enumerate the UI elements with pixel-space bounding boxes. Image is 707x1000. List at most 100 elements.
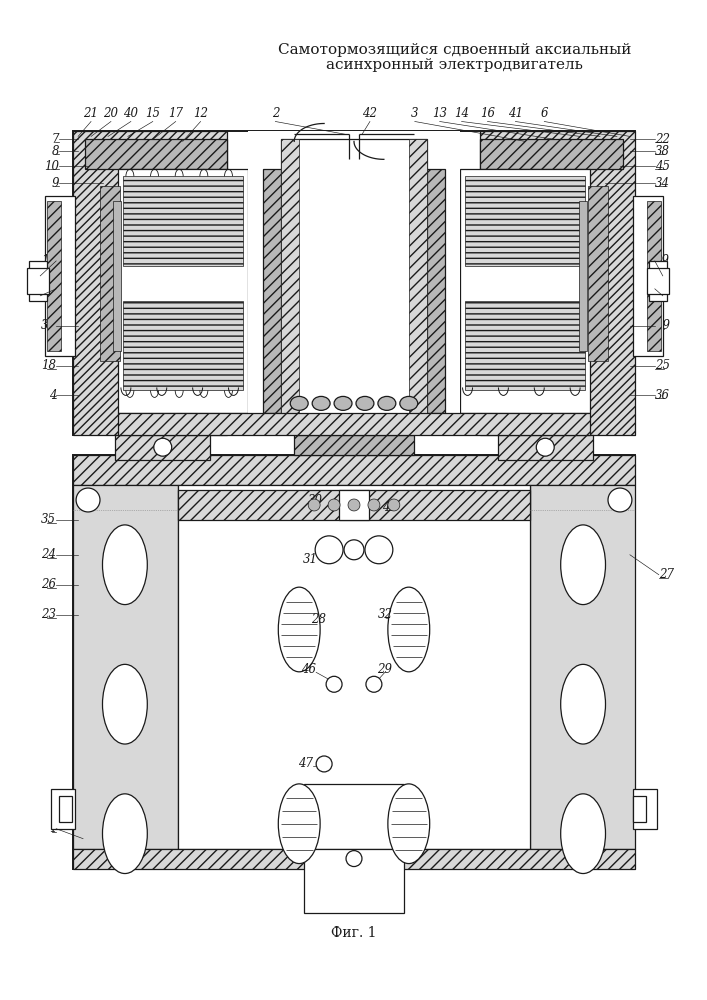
Bar xyxy=(73,131,228,435)
Bar xyxy=(177,490,530,520)
Ellipse shape xyxy=(388,784,430,864)
Circle shape xyxy=(537,438,554,456)
Ellipse shape xyxy=(334,396,352,410)
Bar xyxy=(281,139,427,425)
Text: 27: 27 xyxy=(659,568,674,581)
Bar xyxy=(29,261,47,301)
Text: 3: 3 xyxy=(411,107,419,120)
Text: 30: 30 xyxy=(308,493,322,506)
Text: 23: 23 xyxy=(41,608,56,621)
Text: 6: 6 xyxy=(540,107,548,120)
Text: 15: 15 xyxy=(146,107,160,120)
Bar xyxy=(304,849,404,913)
Text: Самотормозящийся сдвоенный аксиальный: Самотормозящийся сдвоенный аксиальный xyxy=(278,43,631,57)
Text: 4: 4 xyxy=(49,389,56,402)
Text: 10: 10 xyxy=(44,160,59,173)
Ellipse shape xyxy=(312,396,330,410)
Text: 47: 47 xyxy=(298,757,312,770)
Bar xyxy=(47,201,61,351)
Bar xyxy=(123,301,243,390)
Text: 43: 43 xyxy=(382,501,397,514)
Bar xyxy=(28,268,49,294)
Circle shape xyxy=(346,851,362,867)
Ellipse shape xyxy=(279,784,320,864)
Text: 21: 21 xyxy=(83,107,98,120)
Bar xyxy=(579,201,587,351)
Bar xyxy=(294,435,414,455)
Text: 14: 14 xyxy=(454,107,469,120)
Bar xyxy=(304,784,404,849)
Circle shape xyxy=(328,499,340,511)
Bar xyxy=(464,176,585,266)
Bar xyxy=(118,413,590,435)
Text: 20: 20 xyxy=(103,107,119,120)
Bar xyxy=(100,186,120,361)
Bar xyxy=(45,196,75,356)
Text: 29: 29 xyxy=(378,663,392,676)
Ellipse shape xyxy=(561,794,605,874)
Ellipse shape xyxy=(103,794,147,874)
Bar xyxy=(647,201,661,351)
Bar xyxy=(464,301,585,390)
Bar xyxy=(339,490,369,520)
Text: 31: 31 xyxy=(303,553,317,566)
Bar xyxy=(498,435,593,460)
Ellipse shape xyxy=(388,587,430,672)
Circle shape xyxy=(608,488,632,512)
Text: 44: 44 xyxy=(41,282,56,295)
Ellipse shape xyxy=(103,664,147,744)
Text: 46: 46 xyxy=(300,663,316,676)
Text: 5: 5 xyxy=(655,282,662,295)
Bar xyxy=(588,186,608,361)
Bar xyxy=(73,455,635,869)
Text: 36: 36 xyxy=(655,389,670,402)
Circle shape xyxy=(368,499,380,511)
Bar xyxy=(177,485,530,849)
Circle shape xyxy=(76,488,100,512)
Text: 2: 2 xyxy=(271,107,279,120)
Circle shape xyxy=(348,499,360,511)
Circle shape xyxy=(326,676,342,692)
Text: 42: 42 xyxy=(363,107,378,120)
Bar xyxy=(73,131,635,435)
Bar xyxy=(427,169,445,413)
Ellipse shape xyxy=(561,525,605,605)
Bar xyxy=(73,455,635,485)
Text: 28: 28 xyxy=(310,613,326,626)
Text: Фиг. 1: Фиг. 1 xyxy=(332,926,377,940)
Ellipse shape xyxy=(356,396,374,410)
Text: 7: 7 xyxy=(52,133,59,146)
Bar xyxy=(633,196,662,356)
Ellipse shape xyxy=(561,664,605,744)
Bar xyxy=(123,176,243,266)
Text: 40: 40 xyxy=(124,107,139,120)
Bar xyxy=(115,435,209,460)
Circle shape xyxy=(316,756,332,772)
Text: 24: 24 xyxy=(41,548,56,561)
Text: 41: 41 xyxy=(508,107,523,120)
Bar xyxy=(73,485,177,849)
Circle shape xyxy=(344,540,364,560)
Bar xyxy=(281,139,299,425)
Text: 35: 35 xyxy=(41,513,56,526)
Bar xyxy=(248,131,460,435)
Ellipse shape xyxy=(400,396,418,410)
Bar xyxy=(263,169,281,413)
Circle shape xyxy=(365,536,393,564)
Text: 32: 32 xyxy=(378,608,392,621)
Circle shape xyxy=(315,536,343,564)
Bar xyxy=(460,169,590,413)
Text: 18: 18 xyxy=(41,359,56,372)
Text: 9: 9 xyxy=(52,177,59,190)
Ellipse shape xyxy=(378,396,396,410)
Circle shape xyxy=(308,499,320,511)
Text: 33: 33 xyxy=(41,319,56,332)
Text: 8: 8 xyxy=(52,145,59,158)
Bar xyxy=(633,796,646,822)
Circle shape xyxy=(154,438,172,456)
Text: 13: 13 xyxy=(432,107,447,120)
Circle shape xyxy=(366,676,382,692)
Bar xyxy=(85,139,228,169)
Text: 16: 16 xyxy=(480,107,495,120)
Circle shape xyxy=(388,499,400,511)
